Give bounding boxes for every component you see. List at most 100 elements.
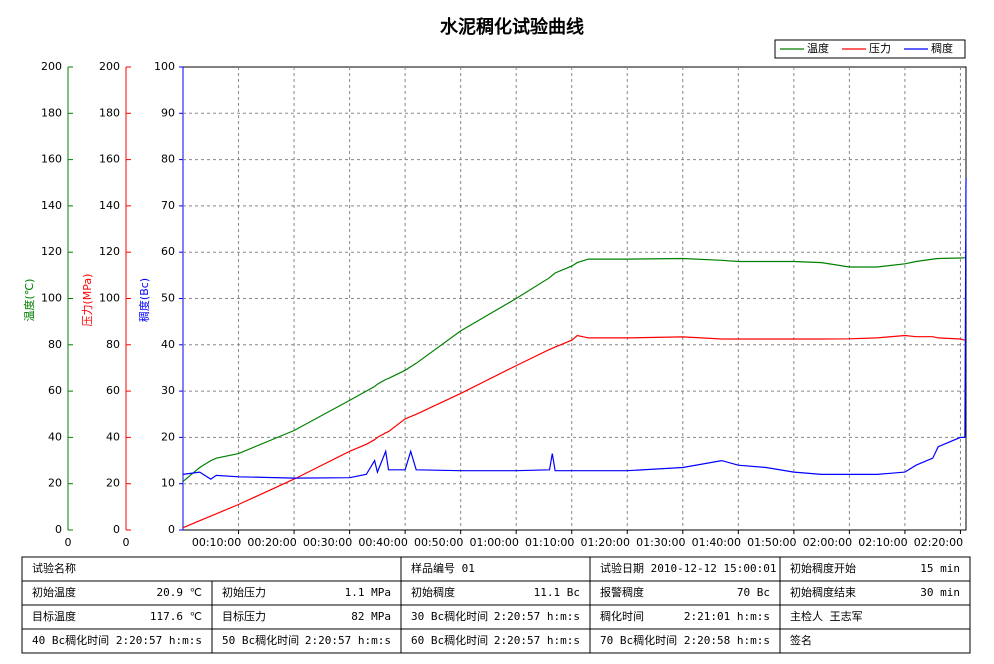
table-cell: 40 Bc稠化时间 2:20:57 h:m:s — [21, 628, 213, 654]
legend-label: 温度 — [807, 41, 829, 55]
cell-value: 2:20:57 h:m:s — [494, 634, 580, 647]
cell-value: 2:20:57 h:m:s — [116, 634, 202, 647]
y-tick-label: 0 — [113, 523, 120, 536]
y-tick-label: 60 — [161, 245, 175, 258]
cell-label: 报警稠度 — [600, 585, 644, 599]
y-tick-label: 180 — [41, 106, 62, 119]
cell-label: 60 Bc稠化时间 — [411, 633, 488, 647]
x-tick-label: 01:20:00 — [581, 536, 630, 549]
y-tick-label: 200 — [41, 60, 62, 73]
cell-value: 117.6 ℃ — [150, 610, 202, 623]
cell-label: 初始温度 — [32, 585, 76, 599]
cell-value: 2:21:01 h:m:s — [684, 610, 770, 623]
y-tick-label: 0 — [55, 523, 62, 536]
cell-text: 签名 — [790, 633, 812, 647]
y-tick-label: 60 — [106, 384, 120, 397]
y-tick-label: 20 — [161, 430, 175, 443]
cell-border — [779, 628, 971, 654]
x-tick-label: 02:20:00 — [914, 536, 963, 549]
y-tick-label: 120 — [41, 245, 62, 258]
y-tick-label: 20 — [106, 477, 120, 490]
x-tick-label: 01:10:00 — [525, 536, 574, 549]
y-tick-label: 160 — [41, 153, 62, 166]
cell-value: 70 Bc — [737, 586, 770, 599]
cell-text: 主检人 王志军 — [790, 609, 863, 623]
x-tick-label: 00:50:00 — [414, 536, 463, 549]
cell-label: 30 Bc稠化时间 — [411, 609, 488, 623]
cell-label: 初始压力 — [222, 585, 266, 599]
table-cell: 签名 — [779, 628, 971, 654]
y-tick-label: 50 — [161, 292, 175, 305]
x-tick-label: 01:40:00 — [692, 536, 741, 549]
table-cell: 目标压力 82 MPa — [211, 604, 402, 630]
y-tick-label: 0 — [168, 523, 175, 536]
chart-title: 水泥稠化试验曲线 — [440, 16, 584, 38]
cell-text: 样品编号 01 — [411, 561, 475, 575]
y-axis-label: 稠度(Bc) — [137, 278, 151, 322]
series-line — [182, 257, 966, 482]
cell-text: 试验名称 — [32, 561, 76, 575]
cell-label: 目标温度 — [32, 609, 76, 623]
x-tick-label: 00:20:00 — [247, 536, 296, 549]
table-cell: 稠化时间 2:21:01 h:m:s — [589, 604, 781, 630]
table-cell: 30 Bc稠化时间 2:20:57 h:m:s — [400, 604, 591, 630]
cell-label: 50 Bc稠化时间 — [222, 633, 299, 647]
cell-label: 70 Bc稠化时间 — [600, 633, 677, 647]
x-tick-label: 00:30:00 — [303, 536, 352, 549]
cell-value: 82 MPa — [351, 610, 391, 623]
y-tick-label: 120 — [99, 245, 120, 258]
x-tick-label: 02:00:00 — [803, 536, 852, 549]
cell-label: 目标压力 — [222, 609, 266, 623]
y-tick-label: 30 — [161, 384, 175, 397]
y-tick-label: 100 — [41, 292, 62, 305]
cell-value: 2:20:57 h:m:s — [305, 634, 391, 647]
x-tick-label: 01:50:00 — [747, 536, 796, 549]
y-tick-label: 40 — [161, 338, 175, 351]
y-tick-label: 140 — [99, 199, 120, 212]
y-tick-label: 80 — [48, 338, 62, 351]
x-tick-label: 00:10:00 — [192, 536, 241, 549]
series-line — [182, 334, 966, 529]
y-tick-label: 10 — [161, 477, 175, 490]
legend: 温度 压力 稠度 — [774, 39, 966, 59]
x-tick-label: 02:10:00 — [858, 536, 907, 549]
legend-label: 压力 — [869, 42, 891, 55]
cell-label: 初始稠度 — [411, 585, 455, 599]
cell-label: 初始稠度结束 — [790, 585, 856, 599]
y-tick-label: 20 — [48, 477, 62, 490]
y-tick-label: 100 — [99, 292, 120, 305]
cell-label: 稠化时间 — [600, 609, 644, 623]
x-tick-label: 01:00:00 — [469, 536, 518, 549]
x-tick-label: 01:30:00 — [636, 536, 685, 549]
y-axis-label: 压力(MPa) — [81, 274, 94, 327]
cell-value: 15 min — [920, 562, 960, 575]
y-tick-label: 100 — [154, 60, 175, 73]
y-tick-label: 80 — [106, 338, 120, 351]
cell-value: 1.1 MPa — [345, 586, 391, 599]
y-tick-label: 140 — [41, 199, 62, 212]
axis-base-label: 0 — [123, 536, 130, 549]
cell-value: 2:20:58 h:m:s — [684, 634, 770, 647]
y-tick-label: 160 — [99, 153, 120, 166]
y-tick-label: 70 — [161, 199, 175, 212]
cell-text: 试验日期 2010-12-12 15:00:01 — [600, 561, 776, 575]
cell-label: 初始稠度开始 — [790, 561, 856, 575]
legend-box — [774, 39, 966, 59]
cell-value: 30 min — [920, 586, 960, 599]
cell-value: 20.9 ℃ — [157, 586, 202, 599]
legend-label: 稠度 — [931, 41, 953, 55]
y-tick-label: 80 — [161, 153, 175, 166]
y-tick-label: 180 — [99, 106, 120, 119]
y-tick-label: 60 — [48, 384, 62, 397]
y-tick-label: 40 — [106, 430, 120, 443]
cell-value: 11.1 Bc — [534, 586, 580, 599]
x-tick-label: 00:40:00 — [358, 536, 407, 549]
cell-value: 2:20:57 h:m:s — [494, 610, 580, 623]
y-tick-label: 40 — [48, 430, 62, 443]
axis-base-label: 0 — [65, 536, 72, 549]
y-tick-label: 90 — [161, 106, 175, 119]
y-tick-label: 200 — [99, 60, 120, 73]
y-axis-label: 温度(℃) — [22, 279, 36, 322]
cell-label: 40 Bc稠化时间 — [32, 633, 109, 647]
